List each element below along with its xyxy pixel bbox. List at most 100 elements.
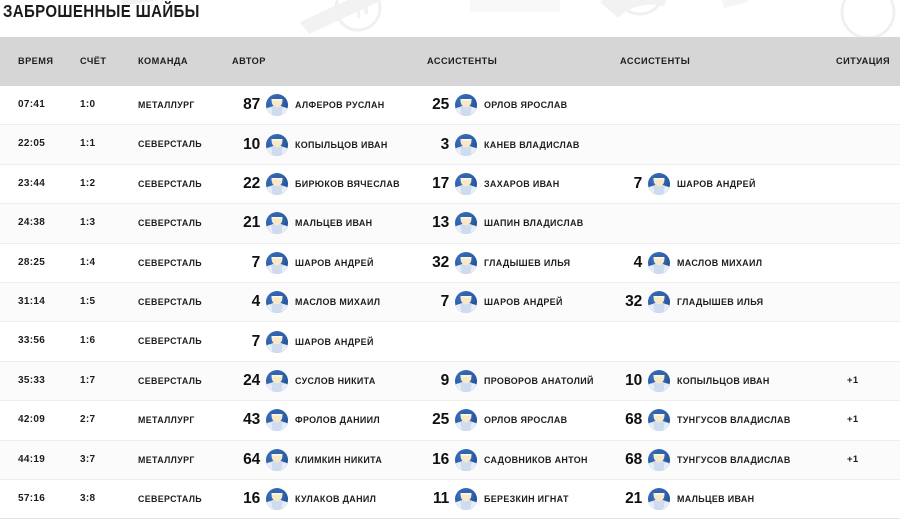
assist2-player[interactable]: 10 КОПЫЛЬЦОВ ИВАН [616,362,773,400]
assist2-player-number: 21 [625,490,642,508]
assist1-player[interactable]: 32 ГЛАДЫШЕВ ИЛЬЯ [423,244,574,282]
author-player-name: МАСЛОВ МИХАИЛ [295,297,381,308]
assist1-player-number: 13 [432,214,449,232]
player-avatar-icon [648,448,670,471]
table-row[interactable]: 31:14 1:5 СЕВЕРСТАЛЬ 4 МАСЛОВ МИХАИЛ 7 ШАРОВ А… [0,282,900,323]
author-player[interactable]: 43 ФРОЛОВ ДАНИИЛ [234,401,384,439]
author-player[interactable]: 22 БИРЮКОВ ВЯЧЕСЛАВ [234,165,404,203]
table-row[interactable]: 33:56 1:6 СЕВЕРСТАЛЬ 7 ШАРОВ АНДРЕЙ [0,322,900,362]
author-player-number: 24 [243,371,260,389]
cell-score: 1:1 [80,138,96,150]
assist2-player-number: 4 [633,253,643,271]
author-player[interactable]: 10 КОПЫЛЬЦОВ ИВАН [234,125,391,163]
author-player[interactable]: 7 ШАРОВ АНДРЕЙ [234,244,377,282]
assist1-player[interactable]: 7 ШАРОВ АНДРЕЙ [423,283,566,321]
cell-time: 33:56 [18,335,46,347]
assist1-player-number: 25 [432,411,449,429]
author-player[interactable]: 4 МАСЛОВ МИХАИЛ [234,283,384,321]
cell-score: 1:6 [80,335,96,347]
player-avatar-icon [455,251,477,274]
author-player[interactable]: 16 КУЛАКОВ ДАНИЛ [234,480,380,518]
cell-time: 42:09 [18,414,46,426]
assist1-player[interactable]: 3 КАНЕВ ВЛАДИСЛАВ [423,125,584,163]
player-avatar-icon [455,291,477,314]
assist2-player[interactable]: 21 МАЛЬЦЕВ ИВАН [616,480,758,518]
player-avatar-icon [648,409,670,432]
cell-team: СЕВЕРСТАЛЬ [138,375,203,386]
column-header-assist2: АССИСТЕНТЫ [620,56,691,66]
cell-situation: +1 [847,414,859,426]
author-player[interactable]: 7 ШАРОВ АНДРЕЙ [234,322,377,360]
table-row[interactable]: 24:38 1:3 СЕВЕРСТАЛЬ 21 МАЛЬЦЕВ ИВАН 13 ШАПИН … [0,204,900,244]
author-player-name: КОПЫЛЬЦОВ ИВАН [295,139,388,150]
cell-time: 07:41 [18,99,46,110]
cell-team: СЕВЕРСТАЛЬ [138,257,203,268]
assist1-player[interactable]: 25 ОРЛОВ ЯРОСЛАВ [423,86,571,124]
column-header-time: ВРЕМЯ [18,56,54,66]
cell-team: СЕВЕРСТАЛЬ [138,493,203,504]
table-row[interactable]: 28:25 1:4 СЕВЕРСТАЛЬ 7 ШАРОВ АНДРЕЙ 32 ГЛАДЫШЕ… [0,243,900,283]
assist1-player-number: 11 [433,490,449,508]
cell-score: 1:7 [80,374,96,386]
author-player[interactable]: 64 КЛИМКИН НИКИТА [234,441,386,479]
assist2-player[interactable]: 32 ГЛАДЫШЕВ ИЛЬЯ [616,283,767,321]
assist1-player-number: 9 [440,371,450,389]
cell-time: 23:44 [18,177,46,189]
assist1-player-name: ГЛАДЫШЕВ ИЛЬЯ [484,257,571,268]
author-player[interactable]: 24 СУСЛОВ НИКИТА [234,362,379,400]
cell-score: 1:0 [80,99,96,110]
assist2-player[interactable]: 68 ТУНГУСОВ ВЛАДИСЛАВ [616,441,795,479]
player-avatar-icon [648,172,670,195]
cell-team: СЕВЕРСТАЛЬ [138,139,203,150]
assist1-player-name: ШАПИН ВЛАДИСЛАВ [484,218,584,229]
player-avatar-icon [266,409,288,432]
table-header-row: ВРЕМЯ СЧЁТ КОМАНДА АВТОР АССИСТЕНТЫ АССИСТЕНТ… [0,37,900,86]
author-player[interactable]: 87 АЛФЕРОВ РУСЛАН [234,86,388,124]
assist2-player[interactable]: 4 МАСЛОВ МИХАИЛ [616,244,766,282]
table-row[interactable]: 23:44 1:2 СЕВЕРСТАЛЬ 22 БИРЮКОВ ВЯЧЕСЛАВ 17 ЗА… [0,164,900,205]
page-title: ЗАБРОШЕННЫЕ ШАЙБЫ [3,1,200,21]
assist2-player-name: МАСЛОВ МИХАИЛ [677,257,763,268]
assist2-player-name: ТУНГУСОВ ВЛАДИСЛАВ [677,454,791,465]
assist1-player[interactable]: 16 САДОВНИКОВ АНТОН [423,441,592,479]
author-player-name: СУСЛОВ НИКИТА [295,375,376,386]
player-avatar-icon [455,409,477,432]
author-player-name: КУЛАКОВ ДАНИЛ [295,494,377,505]
player-avatar-icon [266,488,288,511]
cell-team: СЕВЕРСТАЛЬ [138,218,203,229]
assist1-player-name: САДОВНИКОВ АНТОН [484,454,588,465]
assist1-player[interactable]: 9 ПРОВОРОВ АНАТОЛИЙ [423,362,598,400]
cell-time: 31:14 [18,295,46,307]
author-player-name: БИРЮКОВ ВЯЧЕСЛАВ [295,178,400,189]
author-player-number: 22 [243,174,260,192]
assist1-player[interactable]: 13 ШАПИН ВЛАДИСЛАВ [423,204,588,242]
player-avatar-icon [266,330,288,353]
assist2-player-name: КОПЫЛЬЦОВ ИВАН [677,375,770,386]
player-avatar-icon [266,291,288,314]
column-header-team: КОМАНДА [138,56,189,66]
assist2-player-name: ШАРОВ АНДРЕЙ [677,178,756,189]
player-avatar-icon [648,291,670,314]
assist2-player[interactable]: 7 ШАРОВ АНДРЕЙ [616,165,759,203]
author-player-number: 7 [251,332,261,350]
table-row[interactable]: 42:09 2:7 МЕТАЛЛУРГ 43 ФРОЛОВ ДАНИИЛ 25 ОРЛОВ … [0,401,900,441]
author-player-name: МАЛЬЦЕВ ИВАН [295,218,373,229]
assist1-player-number: 25 [432,96,449,114]
table-row[interactable]: 44:19 3:7 МЕТАЛЛУРГ 64 КЛИМКИН НИКИТА 16 САДОВ… [0,440,900,480]
author-player[interactable]: 21 МАЛЬЦЕВ ИВАН [234,204,376,242]
column-header-score: СЧЁТ [80,56,107,66]
assist1-player[interactable]: 17 ЗАХАРОВ ИВАН [423,165,563,203]
assist1-player-name: БЕРЕЗКИН ИГНАТ [484,494,569,505]
assist1-player[interactable]: 25 ОРЛОВ ЯРОСЛАВ [423,401,571,439]
table-row[interactable]: 35:33 1:7 СЕВЕРСТАЛЬ 24 СУСЛОВ НИКИТА 9 ПРОВОР… [0,361,900,402]
author-player-name: ШАРОВ АНДРЕЙ [295,257,374,268]
assist2-player[interactable]: 68 ТУНГУСОВ ВЛАДИСЛАВ [616,401,795,439]
author-player-number: 4 [251,293,261,311]
table-row[interactable]: 57:16 3:8 СЕВЕРСТАЛЬ 16 КУЛАКОВ ДАНИЛ 11 БЕРЕЗ… [0,479,900,519]
player-avatar-icon [648,369,670,392]
table-row[interactable]: 07:41 1:0 МЕТАЛЛУРГ 87 АЛФЕРОВ РУСЛАН 25 ОРЛОВ… [0,86,900,126]
cell-time: 28:25 [18,256,46,268]
table-row[interactable]: 22:05 1:1 СЕВЕРСТАЛЬ 10 КОПЫЛЬЦОВ ИВАН 3 КАНЕВ… [0,125,900,165]
assist1-player[interactable]: 11 БЕРЕЗКИН ИГНАТ [423,480,572,518]
